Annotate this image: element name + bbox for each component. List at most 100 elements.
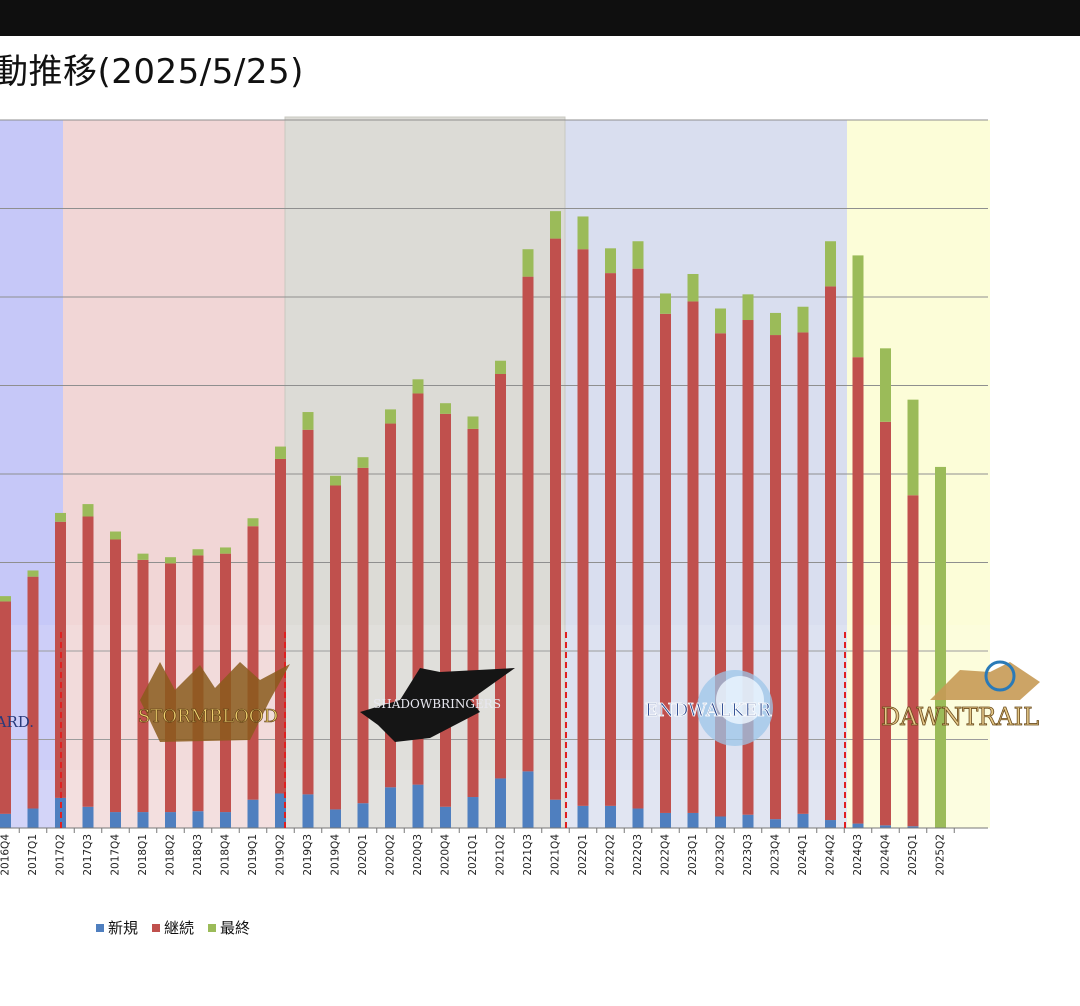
bar-new: [247, 799, 259, 828]
bar-final: [330, 475, 341, 486]
shadowbringers-logo: SHADOWBRINGERS: [360, 668, 515, 742]
bar-continue: [495, 373, 506, 779]
bar-final: [27, 570, 39, 577]
bar-new: [770, 819, 781, 828]
bar-continue: [467, 428, 479, 798]
x-tick-label: 2023Q4: [770, 834, 782, 876]
bar-continue: [302, 429, 314, 795]
bar-final: [165, 557, 176, 564]
x-tick-label: 2016Q4: [0, 834, 12, 876]
bar-continue: [275, 458, 286, 794]
bar-new: [825, 820, 836, 828]
x-tick-label: 2020Q2: [385, 834, 397, 876]
dawntrail-text: DAWNTRAIL: [881, 703, 1039, 731]
bar-continue: [0, 601, 11, 814]
bar-continue: [687, 301, 699, 813]
legend-item-continue: 継続: [152, 917, 194, 938]
x-tick-label: 2021Q1: [467, 834, 479, 876]
bar-continue: [330, 485, 341, 810]
bar-new: [302, 794, 314, 828]
bar-continue: [550, 238, 561, 800]
bar-new: [742, 814, 754, 828]
x-tick-label: 2023Q3: [742, 834, 754, 876]
endwalker-text: ENDWALKER: [645, 700, 771, 721]
bar-new: [220, 812, 231, 828]
bar-new: [852, 823, 864, 828]
endwalker-logo: ENDWALKER: [645, 670, 773, 746]
x-tick-label: 2019Q2: [275, 834, 287, 876]
dawntrail-ring: [984, 660, 1016, 692]
bar-new: [880, 825, 891, 828]
x-tick-label: 2019Q4: [330, 834, 342, 876]
bar-new: [550, 799, 561, 828]
bar-final: [577, 216, 589, 250]
bar-new: [522, 771, 534, 828]
bar-final: [192, 549, 204, 556]
bar-final: [385, 409, 396, 424]
bar-final: [440, 403, 451, 414]
legend-swatch-final: [208, 923, 217, 932]
bar-new: [715, 816, 726, 828]
x-tick-label: 2024Q3: [852, 834, 864, 876]
x-tick-label: 2025Q1: [907, 834, 919, 876]
x-tick-label: 2022Q2: [605, 834, 617, 876]
bar-final: [55, 512, 66, 522]
top-bar: [0, 0, 1080, 36]
x-tick-label: 2022Q4: [660, 834, 672, 876]
legend-swatch-continue: [152, 923, 161, 932]
legend-label-final: 最終: [220, 919, 251, 937]
bar-continue: [110, 539, 121, 813]
stormblood-text: STORMBLOOD: [138, 706, 278, 727]
bar-new: [385, 787, 396, 828]
x-tick-label: 2019Q3: [302, 834, 314, 876]
bar-final: [302, 412, 314, 430]
bar-continue: [27, 576, 39, 809]
bar-continue: [385, 423, 396, 788]
page-title: 動推移(2025/5/25): [0, 52, 304, 92]
x-tick-label: 2023Q2: [715, 834, 727, 876]
bar-new: [0, 813, 11, 828]
bar-final: [220, 547, 231, 554]
bar-continue: [357, 467, 369, 804]
x-tick-label: 2024Q2: [825, 834, 837, 876]
bar-continue: [742, 320, 754, 815]
x-tick-label: 2018Q2: [165, 834, 177, 876]
chart-legend: 新規 継続 最終: [96, 917, 250, 938]
shadowbringers-emblem: [360, 668, 515, 742]
x-tick-label: 2022Q1: [577, 834, 589, 876]
bar-continue: [825, 286, 836, 821]
bar-new: [412, 784, 424, 828]
bar-continue: [660, 313, 671, 813]
endwalker-globe-core: [716, 676, 764, 724]
bar-final: [247, 518, 259, 527]
bar-continue: [632, 268, 644, 809]
x-tick-label: 2018Q3: [192, 834, 204, 876]
bar-final: [82, 504, 94, 517]
bar-new: [330, 809, 341, 828]
bar-final: [110, 531, 121, 540]
bar-new: [27, 808, 39, 828]
x-tick-label: 2020Q3: [412, 834, 424, 876]
bar-new: [165, 812, 176, 828]
bar-final: [550, 211, 561, 239]
bar-final: [687, 273, 699, 302]
x-tick-label: 2020Q1: [357, 834, 369, 876]
bar-continue: [137, 559, 149, 813]
heavensward-logo: ARD.: [0, 713, 34, 731]
bar-continue: [577, 249, 589, 806]
bar-continue: [82, 516, 94, 807]
bar-new: [275, 793, 286, 828]
bar-final: [357, 457, 369, 468]
legend-item-new: 新規: [96, 917, 138, 938]
x-tick-label: 2022Q3: [632, 834, 644, 876]
x-tick-label: 2017Q4: [110, 834, 122, 876]
bar-new: [440, 806, 451, 828]
shadowbringers-text: SHADOWBRINGERS: [373, 697, 501, 711]
bar-continue: [412, 393, 424, 785]
x-tick-label: 2021Q3: [522, 834, 534, 876]
x-tick-label: 2024Q1: [797, 834, 809, 876]
bar-continue: [247, 526, 259, 800]
bar-continue: [797, 332, 809, 814]
x-tick-label: 2017Q1: [27, 834, 39, 876]
